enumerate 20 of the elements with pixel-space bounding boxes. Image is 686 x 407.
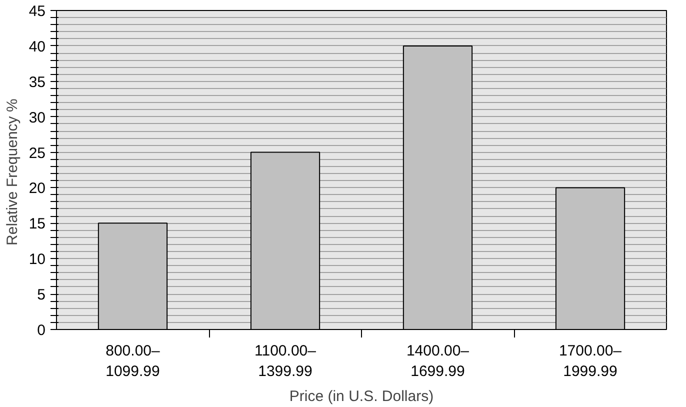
bar <box>402 45 473 330</box>
x-tick-label: 1700.00– 1999.99 <box>558 342 622 380</box>
y-tick-label: 40 <box>28 38 46 56</box>
x-axis-title: Price (in U.S. Dollars) <box>289 388 434 405</box>
bar <box>555 187 626 330</box>
y-tick-label: 20 <box>28 180 46 198</box>
x-tick-label: 1100.00– 1399.99 <box>254 342 317 380</box>
bar <box>98 222 168 330</box>
y-tick-label: 10 <box>28 251 46 268</box>
x-tick-label: 1400.00– 1699.99 <box>406 342 470 380</box>
y-tick-label: 5 <box>37 286 46 304</box>
y-tick-label: 45 <box>28 3 46 20</box>
y-tick-label: 0 <box>37 322 46 339</box>
x-tick-label: 800.00– 1099.99 <box>106 342 161 380</box>
y-tick-label: 30 <box>28 109 46 126</box>
y-tick-label: 35 <box>28 74 46 91</box>
bar <box>250 152 320 330</box>
y-axis-title: Relative Frequency % <box>4 98 21 246</box>
y-tick-label: 25 <box>28 144 46 162</box>
y-tick-label: 15 <box>28 216 46 233</box>
